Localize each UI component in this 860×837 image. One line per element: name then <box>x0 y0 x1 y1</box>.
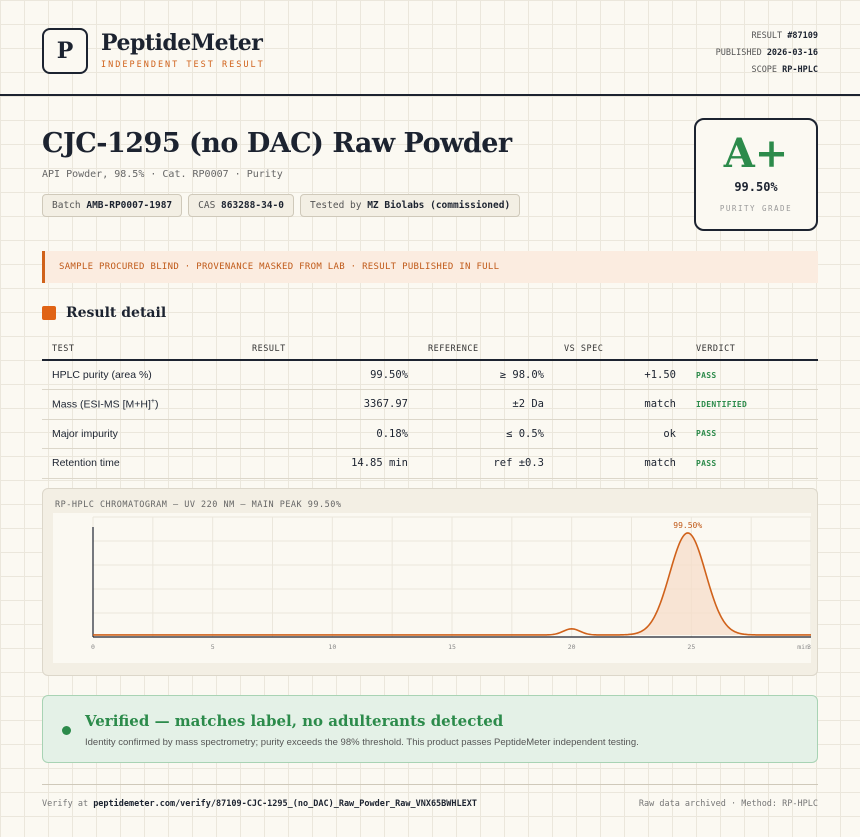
x-tick-label: 30 <box>807 643 811 651</box>
section-marker-icon <box>42 306 56 320</box>
verified-title: Verified — matches label, no adulterants… <box>85 712 504 730</box>
provenance-banner: SAMPLE PROCURED BLIND · PROVENANCE MASKE… <box>42 251 818 283</box>
x-tick-label: 20 <box>568 643 576 651</box>
chromatogram-trace <box>93 532 811 636</box>
verified-dot-icon <box>62 726 71 735</box>
verify-url[interactable]: peptidemeter.com/verify/87109-CJC-1295_(… <box>93 799 477 809</box>
purity-grade-card: A+ 99.50% PURITY GRADE <box>694 118 818 231</box>
section-header: Result detail <box>42 305 166 321</box>
cell-reference: ≤ 0.5% <box>418 419 554 449</box>
product-tags: Batch AMB-RP0007-1987 CAS 863288-34-0 Te… <box>42 194 521 217</box>
chart-title: RP-HPLC CHROMATOGRAM — UV 220 NM — MAIN … <box>55 500 342 510</box>
chromatogram-card: RP-HPLC CHROMATOGRAM — UV 220 NM — MAIN … <box>42 488 818 676</box>
table-row: Major impurity 0.18% ≤ 0.5% ok PASS <box>42 419 818 449</box>
cell-verdict: PASS <box>686 360 818 390</box>
grade-label: PURITY GRADE <box>719 204 793 213</box>
col-test: TEST <box>42 338 242 361</box>
x-tick-label: 0 <box>91 643 95 651</box>
col-reference: REFERENCE <box>418 338 554 361</box>
x-unit-label: min <box>797 643 809 651</box>
cell-result: 0.18% <box>242 419 418 449</box>
brand-logo: P <box>42 28 88 74</box>
x-tick-label: 5 <box>211 643 215 651</box>
x-tick-label: 15 <box>448 643 456 651</box>
cas-tag: CAS 863288-34-0 <box>188 194 294 217</box>
col-result: RESULT <box>242 338 418 361</box>
cell-result: 3367.97 <box>242 389 418 420</box>
cell-test: HPLC purity (area %) <box>42 360 242 390</box>
cell-test: Mass (ESI-MS [M+H]+) <box>42 389 242 420</box>
main-peak-fill <box>624 532 751 635</box>
peak-annotation: 99.50% <box>673 521 702 530</box>
cell-result: 99.50% <box>242 360 418 390</box>
cell-verdict: PASS <box>686 419 818 449</box>
section-title: Result detail <box>66 305 167 321</box>
meta-published: PUBLISHED 2026-03-16 <box>715 48 818 58</box>
tested-by-tag: Tested by MZ Biolabs (commissioned) <box>299 194 521 217</box>
cell-vs-spec: match <box>554 389 686 420</box>
result-table: TEST RESULT REFERENCE VS SPEC VERDICT HP… <box>42 338 818 479</box>
cell-test: Retention time <box>42 448 242 479</box>
brand-tagline: INDEPENDENT TEST RESULT <box>101 60 265 70</box>
table-header-row: TEST RESULT REFERENCE VS SPEC VERDICT <box>42 338 818 361</box>
cell-verdict: IDENTIFIED <box>686 389 818 420</box>
cell-reference: ref ±0.3 <box>418 448 554 479</box>
cell-verdict: PASS <box>686 448 818 479</box>
verify-link-text: Verify at peptidemeter.com/verify/87109-… <box>42 799 477 809</box>
x-tick-label: 10 <box>328 643 336 651</box>
col-verdict: VERDICT <box>686 338 818 361</box>
x-tick-label: 25 <box>687 643 695 651</box>
table-row: HPLC purity (area %) 99.50% ≥ 98.0% +1.5… <box>42 360 818 390</box>
chromatogram-chart: 99.50% 0 5 10 15 20 25 30min <box>53 513 811 663</box>
cell-result: 14.85 min <box>242 448 418 479</box>
grade-letter: A+ <box>723 130 789 177</box>
verified-panel: Verified — matches label, no adulterants… <box>42 695 818 763</box>
cell-reference: ≥ 98.0% <box>418 360 554 390</box>
cell-vs-spec: ok <box>554 419 686 449</box>
brand-name: PeptideMeter <box>101 30 263 56</box>
product-title: CJC-1295 (no DAC) Raw Powder <box>42 128 512 159</box>
grade-value: 99.50% <box>734 180 778 194</box>
table-row: Retention time 14.85 min ref ±0.3 match … <box>42 448 818 479</box>
report-header: P PeptideMeter INDEPENDENT TEST RESULT R… <box>0 0 860 96</box>
product-subtitle: API Powder, 98.5% · Cat. RP0007 · Purity <box>42 169 283 180</box>
cell-vs-spec: +1.50 <box>554 360 686 390</box>
footer-method: Raw data archived · Method: RP-HPLC <box>638 799 818 809</box>
verified-description: Identity confirmed by mass spectrometry;… <box>85 737 639 748</box>
cell-reference: ±2 Da <box>418 389 554 420</box>
footer-divider <box>42 784 818 785</box>
cell-vs-spec: match <box>554 448 686 479</box>
table-row: Mass (ESI-MS [M+H]+) 3367.97 ±2 Da match… <box>42 389 818 420</box>
meta-result: RESULT #87109 <box>751 31 818 41</box>
col-vs-spec: VS SPEC <box>554 338 686 361</box>
meta-scope: SCOPE RP-HPLC <box>751 65 818 75</box>
result-meta: RESULT #87109 PUBLISHED 2026-03-16 SCOPE… <box>716 28 818 79</box>
batch-tag: Batch AMB-RP0007-1987 <box>42 194 183 217</box>
cell-test: Major impurity <box>42 419 242 449</box>
